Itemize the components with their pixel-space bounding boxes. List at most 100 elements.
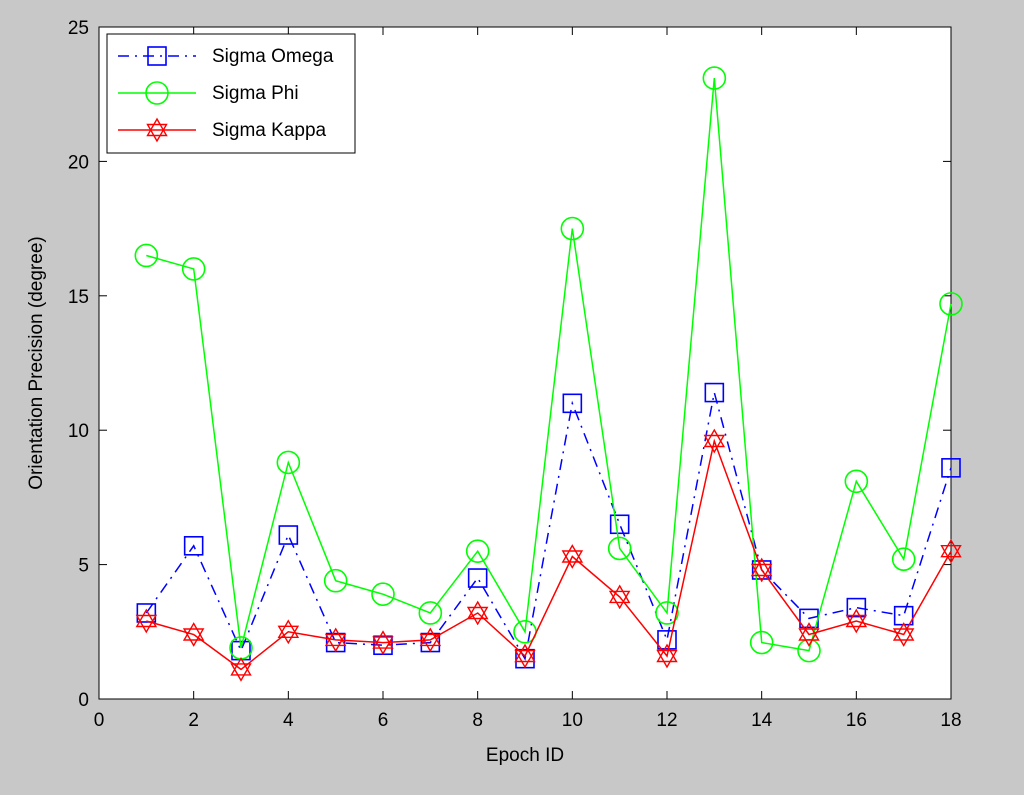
x-tick-label: 10	[562, 710, 583, 731]
data-point-sigma-omega	[183, 535, 204, 556]
x-axis-label: Epoch ID	[486, 745, 564, 766]
y-axis-label: Orientation Precision (degree)	[26, 236, 47, 489]
hexagram-triangle-up	[750, 557, 773, 577]
legend-label-sigma-phi: Sigma Phi	[212, 83, 299, 104]
hexagram-triangle-up	[135, 608, 158, 628]
y-axis: 0 5 10 15 20 25	[68, 18, 951, 711]
legend-label-sigma-omega: Sigma Omega	[212, 46, 334, 67]
hexagram-triangle-down	[182, 628, 205, 647]
x-tick-label: 6	[378, 710, 389, 731]
data-point-sigma-kappa	[514, 643, 536, 669]
hexagram-triangle-up	[372, 630, 394, 649]
x-tick-label: 12	[656, 710, 677, 731]
hexagram-triangle-down	[940, 545, 962, 564]
legend-marker-sigma-omega	[147, 46, 167, 66]
hexagram-triangle-down	[230, 663, 252, 682]
data-point-sigma-kappa	[750, 557, 773, 583]
data-point-sigma-phi	[939, 292, 963, 316]
data-point-sigma-phi	[749, 630, 774, 655]
data-point-sigma-phi	[371, 582, 395, 606]
data-point-sigma-omega	[136, 603, 157, 623]
data-point-sigma-omega	[751, 560, 772, 580]
legend-label-sigma-kappa: Sigma Kappa	[212, 120, 327, 141]
hexagram-triangle-up	[561, 544, 584, 563]
data-point-sigma-kappa	[182, 622, 205, 647]
y-tick-label: 25	[68, 18, 89, 39]
hexagram-triangle-down	[656, 649, 678, 669]
y-tick-label: 5	[78, 556, 89, 577]
data-point-sigma-phi	[276, 450, 301, 475]
data-point-sigma-kappa	[608, 584, 631, 610]
x-tick-label: 2	[188, 710, 199, 731]
data-point-sigma-kappa	[372, 630, 394, 656]
hexagram-triangle-down	[845, 614, 868, 634]
data-point-sigma-kappa	[940, 538, 962, 564]
data-point-sigma-kappa	[845, 608, 868, 634]
hexagram-triangle-down	[892, 628, 915, 647]
hexagram-triangle-down	[146, 123, 168, 143]
hexagram-triangle-up	[940, 538, 962, 558]
series-sigma-kappa	[135, 428, 962, 682]
data-point-sigma-omega	[609, 514, 630, 535]
hexagram-triangle-down	[561, 550, 584, 569]
data-point-sigma-omega	[278, 525, 299, 545]
legend: Sigma Omega Sigma Phi Sigma Kappa	[106, 33, 356, 154]
x-axis: 0 2 4 6 8 10 12 14 16 18	[94, 27, 962, 731]
hexagram-triangle-up	[892, 622, 915, 641]
series-line-sigma-omega	[145, 392, 952, 661]
data-point-sigma-phi	[181, 257, 206, 281]
hexagram-triangle-down	[372, 636, 394, 656]
hexagram-triangle-up	[419, 627, 442, 647]
data-point-sigma-phi	[323, 568, 348, 593]
data-point-sigma-omega	[657, 630, 677, 650]
hexagram-triangle-up	[230, 656, 252, 676]
data-point-sigma-kappa	[892, 622, 915, 647]
hexagram-triangle-up	[656, 643, 678, 663]
x-tick-label: 18	[940, 710, 961, 731]
hexagram-triangle-down	[750, 563, 773, 583]
data-point-sigma-phi	[418, 601, 443, 625]
y-tick-label: 10	[68, 421, 89, 442]
hexagram-triangle-up	[277, 619, 300, 638]
hexagram-triangle-down	[608, 590, 631, 610]
x-tick-label: 8	[472, 710, 483, 731]
data-point-sigma-kappa	[230, 656, 252, 682]
data-point-sigma-kappa	[561, 544, 584, 569]
data-point-sigma-omega	[562, 393, 583, 414]
x-tick-label: 4	[283, 710, 294, 731]
hexagram-triangle-down	[324, 633, 347, 653]
y-tick-label: 15	[68, 287, 89, 308]
hexagram-triangle-down	[798, 628, 820, 647]
data-point-sigma-kappa	[656, 643, 678, 669]
hexagram-triangle-up	[146, 117, 168, 137]
hexagram-triangle-down	[135, 614, 158, 634]
x-tick-label: 0	[94, 710, 105, 731]
series-layer	[134, 66, 963, 682]
hexagram-triangle-up	[514, 643, 536, 663]
data-point-sigma-phi	[655, 601, 679, 625]
x-tick-label: 14	[751, 710, 773, 731]
data-point-sigma-phi	[560, 216, 585, 241]
data-point-sigma-kappa	[324, 627, 347, 653]
hexagram-triangle-up	[703, 428, 726, 448]
hexagram-triangle-down	[703, 434, 726, 454]
data-point-sigma-phi	[607, 536, 632, 561]
data-point-sigma-phi	[891, 547, 916, 572]
data-point-sigma-omega	[846, 597, 867, 618]
data-point-sigma-kappa	[703, 428, 726, 454]
data-point-sigma-phi	[465, 539, 490, 563]
data-point-sigma-kappa	[798, 622, 820, 647]
hexagram-triangle-down	[466, 606, 489, 626]
data-point-sigma-kappa	[466, 600, 489, 626]
x-tick-label: 16	[846, 710, 867, 731]
hexagram-triangle-up	[466, 600, 489, 620]
series-line-sigma-phi	[146, 78, 952, 652]
legend-marker-sigma-kappa	[146, 117, 168, 143]
data-point-sigma-kappa	[277, 619, 300, 645]
hexagram-triangle-up	[324, 627, 347, 647]
data-point-sigma-omega	[941, 458, 961, 478]
series-sigma-phi	[134, 66, 963, 663]
legend-items	[118, 46, 196, 143]
hexagram-triangle-up	[182, 622, 205, 641]
data-point-sigma-phi	[134, 243, 159, 268]
